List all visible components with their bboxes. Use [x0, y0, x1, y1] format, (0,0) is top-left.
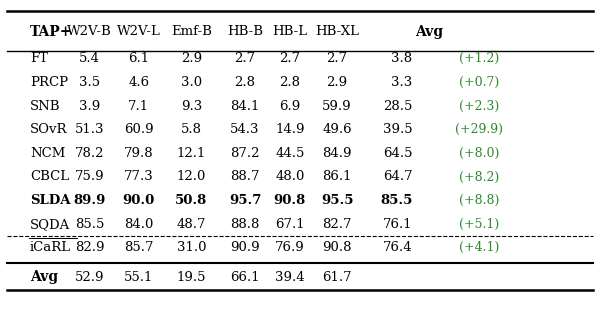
Text: 2.8: 2.8	[235, 76, 256, 89]
Text: 84.1: 84.1	[230, 99, 260, 113]
Text: 60.9: 60.9	[124, 123, 154, 136]
Text: 90.8: 90.8	[322, 241, 352, 254]
Text: 82.9: 82.9	[75, 241, 104, 254]
Text: 50.8: 50.8	[175, 194, 208, 207]
Text: SNB: SNB	[30, 99, 61, 113]
Text: 87.2: 87.2	[230, 147, 260, 160]
Text: TAP+: TAP+	[30, 25, 73, 39]
Text: 5.4: 5.4	[79, 52, 100, 65]
Text: 3.0: 3.0	[181, 76, 202, 89]
Text: 66.1: 66.1	[230, 271, 260, 284]
Text: 39.5: 39.5	[383, 123, 412, 136]
Text: (+8.8): (+8.8)	[459, 194, 499, 207]
Text: CBCL: CBCL	[30, 170, 69, 184]
Text: 39.4: 39.4	[275, 271, 305, 284]
Text: 2.7: 2.7	[235, 52, 256, 65]
Text: 95.7: 95.7	[229, 194, 261, 207]
Text: 59.9: 59.9	[322, 99, 352, 113]
Text: 2.9: 2.9	[181, 52, 202, 65]
Text: Avg: Avg	[30, 270, 58, 284]
Text: 84.9: 84.9	[322, 147, 352, 160]
Text: SQDA: SQDA	[30, 218, 70, 231]
Text: 86.1: 86.1	[322, 170, 352, 184]
Text: 7.1: 7.1	[128, 99, 149, 113]
Text: 76.4: 76.4	[383, 241, 412, 254]
Text: 84.0: 84.0	[124, 218, 154, 231]
Text: 2.9: 2.9	[326, 76, 347, 89]
Text: HB-B: HB-B	[227, 25, 263, 38]
Text: (+1.2): (+1.2)	[459, 52, 499, 65]
Text: 78.2: 78.2	[75, 147, 104, 160]
Text: (+0.7): (+0.7)	[459, 76, 499, 89]
Text: 4.6: 4.6	[128, 76, 149, 89]
Text: 44.5: 44.5	[275, 147, 305, 160]
Text: 14.9: 14.9	[275, 123, 305, 136]
Text: 3.9: 3.9	[79, 99, 100, 113]
Text: 52.9: 52.9	[75, 271, 104, 284]
Text: 48.0: 48.0	[275, 170, 305, 184]
Text: (+8.2): (+8.2)	[459, 170, 499, 184]
Text: 95.5: 95.5	[321, 194, 353, 207]
Text: iCaRL: iCaRL	[30, 241, 71, 254]
Text: (+8.0): (+8.0)	[459, 147, 499, 160]
Text: 31.0: 31.0	[176, 241, 206, 254]
Text: 5.8: 5.8	[181, 123, 202, 136]
Text: Avg: Avg	[415, 25, 443, 39]
Text: 90.8: 90.8	[274, 194, 306, 207]
Text: PRCP: PRCP	[30, 76, 68, 89]
Text: 54.3: 54.3	[230, 123, 260, 136]
Text: 6.1: 6.1	[128, 52, 149, 65]
Text: 76.9: 76.9	[275, 241, 305, 254]
Text: 67.1: 67.1	[275, 218, 305, 231]
Text: 12.0: 12.0	[176, 170, 206, 184]
Text: 3.8: 3.8	[391, 52, 412, 65]
Text: HB-XL: HB-XL	[315, 25, 359, 38]
Text: 9.3: 9.3	[181, 99, 202, 113]
Text: 28.5: 28.5	[383, 99, 412, 113]
Text: FT: FT	[30, 52, 48, 65]
Text: SOvR: SOvR	[30, 123, 68, 136]
Text: 75.9: 75.9	[75, 170, 104, 184]
Text: 19.5: 19.5	[176, 271, 206, 284]
Text: W2V-B: W2V-B	[67, 25, 112, 38]
Text: 89.9: 89.9	[74, 194, 106, 207]
Text: W2V-L: W2V-L	[117, 25, 161, 38]
Text: SLDA: SLDA	[30, 194, 71, 207]
Text: 82.7: 82.7	[322, 218, 352, 231]
Text: (+5.1): (+5.1)	[459, 218, 499, 231]
Text: (+2.3): (+2.3)	[459, 99, 499, 113]
Text: 49.6: 49.6	[322, 123, 352, 136]
Text: 85.5: 85.5	[380, 194, 412, 207]
Text: 64.5: 64.5	[383, 147, 412, 160]
Text: 51.3: 51.3	[75, 123, 104, 136]
Text: 85.7: 85.7	[124, 241, 154, 254]
Text: 55.1: 55.1	[124, 271, 154, 284]
Text: 12.1: 12.1	[176, 147, 206, 160]
Text: Emf-B: Emf-B	[171, 25, 212, 38]
Text: 79.8: 79.8	[124, 147, 154, 160]
Text: 90.9: 90.9	[230, 241, 260, 254]
Text: 2.7: 2.7	[279, 52, 301, 65]
Text: (+29.9): (+29.9)	[455, 123, 503, 136]
Text: 61.7: 61.7	[322, 271, 352, 284]
Text: 2.8: 2.8	[280, 76, 301, 89]
Text: 6.9: 6.9	[279, 99, 301, 113]
Text: 3.5: 3.5	[79, 76, 100, 89]
Text: 88.8: 88.8	[230, 218, 260, 231]
Text: 90.0: 90.0	[122, 194, 155, 207]
Text: 3.3: 3.3	[391, 76, 412, 89]
Text: 64.7: 64.7	[383, 170, 412, 184]
Text: NCM: NCM	[30, 147, 65, 160]
Text: (+4.1): (+4.1)	[459, 241, 499, 254]
Text: 2.7: 2.7	[326, 52, 347, 65]
Text: 76.1: 76.1	[383, 218, 412, 231]
Text: HB-L: HB-L	[272, 25, 307, 38]
Text: 77.3: 77.3	[124, 170, 154, 184]
Text: 48.7: 48.7	[176, 218, 206, 231]
Text: 88.7: 88.7	[230, 170, 260, 184]
Text: 85.5: 85.5	[75, 218, 104, 231]
